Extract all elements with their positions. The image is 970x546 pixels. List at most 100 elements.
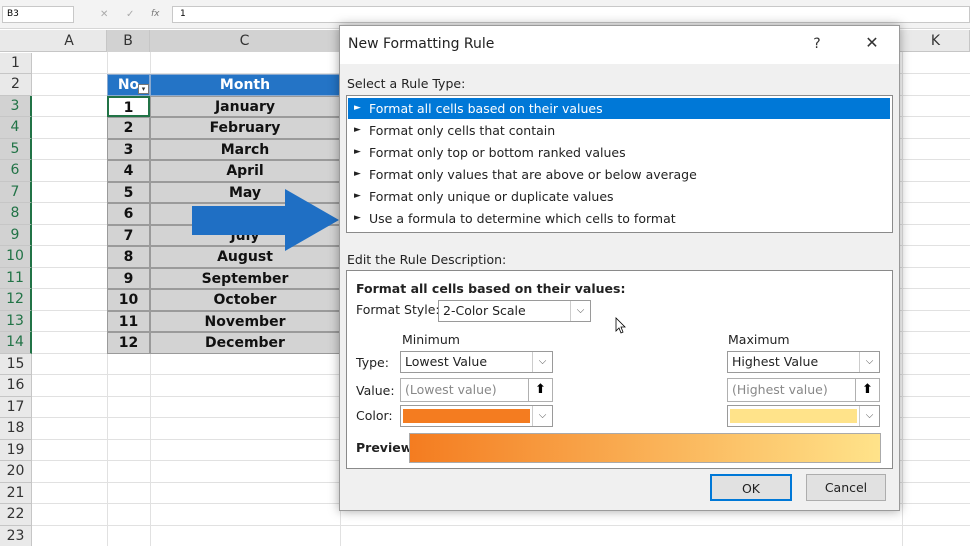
row-header[interactable]: 22	[0, 504, 32, 526]
arrow	[192, 189, 339, 251]
filter-button: ▾	[138, 84, 149, 94]
dialog-titlebar	[340, 26, 899, 64]
value-input[interactable]: (Lowest value) ⬆	[400, 378, 553, 402]
value-input[interactable]: (Highest value) ⬆	[727, 378, 880, 402]
color-label: Color:	[356, 408, 393, 423]
enter-icon: ✓	[126, 9, 135, 20]
table-cell[interactable]: August	[150, 246, 340, 268]
table-cell[interactable]: 3	[107, 138, 150, 160]
row-header[interactable]: 7	[0, 181, 32, 203]
ref-button[interactable]: ⬆	[855, 379, 879, 401]
format-style-label: Format Style:	[356, 302, 440, 317]
ok-button[interactable]: OK	[710, 474, 792, 501]
row-header[interactable]: 12	[0, 289, 32, 311]
table-cell[interactable]: February	[150, 117, 340, 139]
row-header[interactable]: 6	[0, 160, 32, 182]
bullet-icon: ►	[354, 147, 361, 157]
rule-type-label: Format all cells based on their values	[369, 101, 603, 116]
bullet-icon: ►	[354, 213, 361, 223]
row-header[interactable]: 1	[0, 52, 32, 74]
row-header[interactable]: 13	[0, 310, 32, 332]
row-header[interactable]: 15	[0, 353, 32, 375]
grid-row	[32, 504, 970, 526]
dropdown[interactable]: 2-Color Scale ⌵	[438, 300, 591, 322]
close-button[interactable]: ✕	[865, 33, 879, 52]
row-header[interactable]: 16	[0, 375, 32, 397]
table-cell[interactable]: 11	[107, 310, 150, 332]
table-cell[interactable]: January	[150, 95, 340, 117]
dropdown-arrow: ⌵	[859, 352, 879, 372]
row-header[interactable]: 9	[0, 224, 32, 246]
name-box[interactable]: B3	[2, 6, 74, 23]
rule-type-item[interactable]: ► Format only unique or duplicate values	[348, 186, 890, 207]
table-cell[interactable]: 12	[107, 332, 150, 354]
description-heading: Format all cells based on their values:	[356, 281, 626, 296]
row-header[interactable]: 17	[0, 396, 32, 418]
value-label: Value:	[356, 383, 395, 398]
row-header[interactable]: 2	[0, 74, 32, 96]
row-header[interactable]: 5	[0, 138, 32, 160]
preview-bar	[409, 433, 881, 463]
cancel-button[interactable]: Cancel	[806, 474, 886, 501]
dropdown[interactable]: Lowest Value ⌵	[400, 351, 553, 373]
table-cell[interactable]: 7	[107, 224, 150, 246]
help-button[interactable]: ?	[813, 36, 821, 52]
section-label: Select a Rule Type:	[347, 76, 466, 91]
row-header[interactable]: 23	[0, 525, 32, 546]
dropdown-value: 2-Color Scale	[443, 303, 526, 318]
dropdown[interactable]: ⌵	[727, 405, 880, 427]
table-cell[interactable]: December	[150, 332, 340, 354]
row-header[interactable]: 14	[0, 332, 32, 354]
column-header[interactable]: B	[107, 30, 150, 52]
function-icon[interactable]: fx	[151, 9, 160, 19]
rule-type-label: Format only values that are above or bel…	[369, 167, 697, 182]
dropdown-value: Lowest Value	[405, 354, 488, 369]
rule-type-label: Format only unique or duplicate values	[369, 189, 614, 204]
preview-label: Preview:	[356, 440, 418, 455]
column-header[interactable]: A	[32, 30, 107, 52]
table-cell[interactable]: September	[150, 267, 340, 289]
row-header[interactable]: 3	[0, 95, 32, 117]
value-placeholder: (Highest value)	[732, 382, 828, 397]
dropdown-arrow: ⌵	[570, 301, 590, 321]
grid-column	[902, 52, 903, 546]
table-cell[interactable]: May	[150, 181, 340, 203]
table-cell[interactable]: 5	[107, 181, 150, 203]
ref-button[interactable]: ⬆	[528, 379, 552, 401]
row-header[interactable]: 21	[0, 482, 32, 504]
minimum-heading: Minimum	[402, 332, 460, 347]
table-cell[interactable]: April	[150, 160, 340, 182]
rule-type-item[interactable]: ► Format only cells that contain	[348, 120, 890, 141]
table-cell[interactable]: 10	[107, 289, 150, 311]
table-cell[interactable]: 2	[107, 117, 150, 139]
dropdown-arrow: ⌵	[532, 352, 552, 372]
rule-type-item[interactable]: ► Use a formula to determine which cells …	[348, 208, 890, 229]
dropdown[interactable]: ⌵	[400, 405, 553, 427]
row-header[interactable]: 10	[0, 246, 32, 268]
row-header[interactable]: 11	[0, 267, 32, 289]
section-label: Edit the Rule Description:	[347, 252, 507, 267]
table-cell[interactable]: 9	[107, 267, 150, 289]
table-cell[interactable]: March	[150, 138, 340, 160]
rule-type-item[interactable]: ► Format all cells based on their values	[348, 98, 890, 119]
table-cell[interactable]: 1	[107, 95, 150, 117]
row-header[interactable]: 8	[0, 203, 32, 225]
row-header[interactable]: 4	[0, 117, 32, 139]
rule-type-item[interactable]: ► Format only top or bottom ranked values	[348, 142, 890, 163]
row-header[interactable]: 20	[0, 461, 32, 483]
rule-type-item[interactable]: ► Format only values that are above or be…	[348, 164, 890, 185]
table-cell[interactable]: 4	[107, 160, 150, 182]
bullet-icon: ►	[354, 169, 361, 179]
table-cell[interactable]: 6	[107, 203, 150, 225]
table-cell[interactable]: 8	[107, 246, 150, 268]
table-cell[interactable]: November	[150, 310, 340, 332]
type-label: Type:	[356, 355, 389, 370]
row-header[interactable]: 19	[0, 439, 32, 461]
bullet-icon: ►	[354, 125, 361, 135]
dropdown[interactable]: Highest Value ⌵	[727, 351, 880, 373]
dropdown-arrow: ⌵	[532, 406, 552, 426]
row-header[interactable]: 18	[0, 418, 32, 440]
dialog: New Formatting Rule? ✕ Select a Rule Type:…	[339, 25, 900, 511]
